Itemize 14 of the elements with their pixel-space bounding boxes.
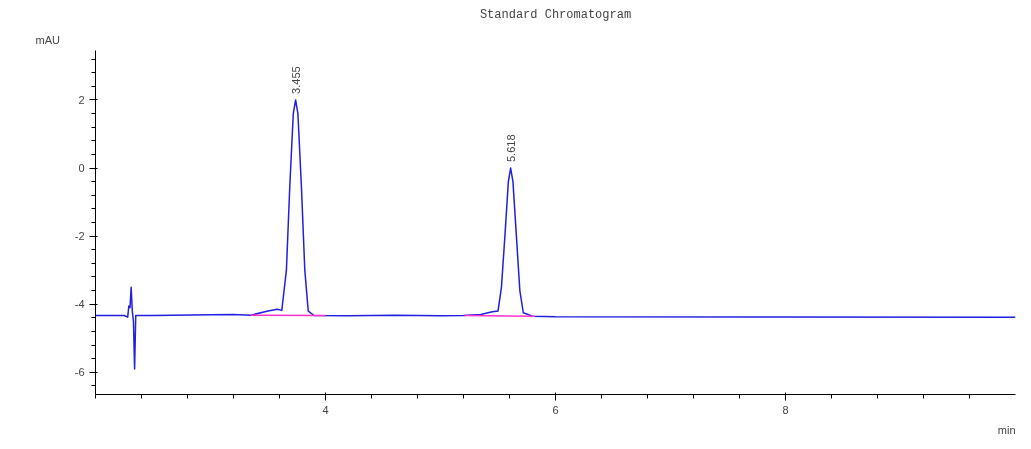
annotation: 3.455 xyxy=(289,66,302,94)
x-tick-label: 8 xyxy=(782,403,789,416)
x-tick-label: 6 xyxy=(552,403,559,416)
y-tick-label: 2 xyxy=(78,93,85,106)
annotation: 5.618 xyxy=(504,134,517,162)
y-axis-title: mAU xyxy=(35,33,60,46)
x-tick-label: 4 xyxy=(322,403,329,416)
x-axis-title: min xyxy=(997,423,1016,436)
y-tick-label: 0 xyxy=(78,162,85,174)
line-series xyxy=(95,99,1016,370)
y-tick-label: -6 xyxy=(74,366,85,379)
chart-title: Standard Chromatogram xyxy=(479,7,632,22)
y-tick-label: -4 xyxy=(74,298,85,311)
y-tick-label: -2 xyxy=(74,230,85,243)
